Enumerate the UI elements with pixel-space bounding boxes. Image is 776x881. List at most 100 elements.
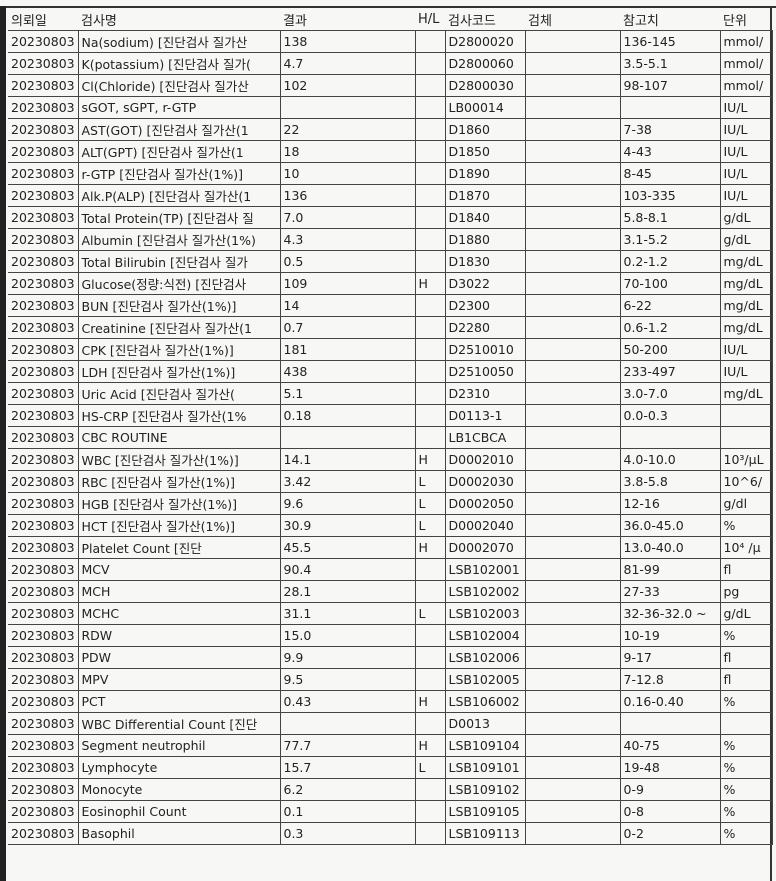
cell-unit: IU/L xyxy=(719,140,773,163)
table-row: 20230803 HGB [진단검사 질가산(1%)] 9.6 L D0002050 12… xyxy=(8,492,773,515)
cell-result: 138 xyxy=(279,30,416,53)
cell-date: 20230803 xyxy=(8,162,79,185)
table-row: 20230803 BUN [진단검사 질가산(1%)] 14 D2300 6-22 mg/… xyxy=(8,294,773,317)
table-row: 20230803 MPV 9.5 LSB102005 7-12.8 fl xyxy=(8,668,773,691)
cell-specimen xyxy=(524,690,621,713)
cell-date: 20230803 xyxy=(8,800,79,823)
table-row: 20230803 Albumin [진단검사 질가산(1%) 4.3 D1880 3.1… xyxy=(8,228,773,251)
cell-test-code: D1860 xyxy=(444,118,526,141)
cell-date: 20230803 xyxy=(8,558,79,581)
cell-date: 20230803 xyxy=(8,734,79,757)
cell-specimen xyxy=(524,470,621,493)
cell-test-name: MCV xyxy=(77,558,281,581)
cell-specimen xyxy=(524,30,621,53)
cell-result: 9.9 xyxy=(279,646,416,669)
cell-date: 20230803 xyxy=(8,74,79,97)
cell-reference-range: 50-200 xyxy=(619,338,721,361)
cell-test-code: D1850 xyxy=(444,140,526,163)
table-row: 20230803 Total Bilirubin [진단검사 질가 0.5 D1830… xyxy=(8,250,773,273)
cell-test-name: Glucose(정량:식전) [진단검사 xyxy=(77,272,281,295)
cell-result: 0.3 xyxy=(279,822,416,845)
cell-specimen xyxy=(524,206,621,229)
cell-result: 31.1 xyxy=(279,602,416,625)
cell-result: 9.5 xyxy=(279,668,416,691)
cell-test-name: WBC Differential Count [진단 xyxy=(77,712,281,735)
cell-specimen xyxy=(524,360,621,383)
cell-result: 14 xyxy=(279,294,416,317)
table-row: 20230803 HS-CRP [진단검사 질가산(1% 0.18 D0113-1 0.… xyxy=(8,404,773,427)
header-reference-range: 참고치 xyxy=(623,13,659,29)
cell-test-code: D2280 xyxy=(444,316,526,339)
cell-hl-flag xyxy=(414,140,446,163)
cell-reference-range: 32-36-32.0 ~ xyxy=(619,602,721,625)
cell-reference-range: 3.5-5.1 xyxy=(619,52,721,75)
table-row: 20230803 Alk.P(ALP) [진단검사 질가산(1 136 D1870 10… xyxy=(8,184,773,207)
cell-date: 20230803 xyxy=(8,294,79,317)
cell-result: 22 xyxy=(279,118,416,141)
cell-reference-range: 13.0-40.0 xyxy=(619,536,721,559)
header-test-code: 검사코드 xyxy=(448,13,496,29)
cell-specimen xyxy=(524,316,621,339)
cell-reference-range: 7-12.8 xyxy=(619,668,721,691)
cell-test-name: MPV xyxy=(77,668,281,691)
cell-test-name: ALT(GPT) [진단검사 질가산(1 xyxy=(77,140,281,163)
cell-specimen xyxy=(524,602,621,625)
cell-unit: IU/L xyxy=(719,96,773,119)
cell-unit: fl xyxy=(719,646,773,669)
cell-specimen xyxy=(524,96,621,119)
cell-unit: IU/L xyxy=(719,184,773,207)
cell-date: 20230803 xyxy=(8,712,79,735)
cell-unit: IU/L xyxy=(719,360,773,383)
cell-test-name: Segment neutrophil xyxy=(77,734,281,757)
cell-test-name: RDW xyxy=(77,624,281,647)
cell-unit: % xyxy=(719,734,773,757)
cell-unit: mg/dL xyxy=(719,294,773,317)
cell-specimen xyxy=(524,294,621,317)
cell-date: 20230803 xyxy=(8,690,79,713)
cell-test-code: LSB106002 xyxy=(444,690,526,713)
cell-result: 109 xyxy=(279,272,416,295)
cell-hl-flag xyxy=(414,404,446,427)
cell-date: 20230803 xyxy=(8,624,79,647)
table-row: 20230803 Eosinophil Count 0.1 LSB109105 0-8% xyxy=(8,800,773,823)
cell-reference-range: 27-33 xyxy=(619,580,721,603)
cell-hl-flag: H xyxy=(414,690,446,713)
cell-date: 20230803 xyxy=(8,184,79,207)
cell-unit: IU/L xyxy=(719,162,773,185)
cell-reference-range: 0-9 xyxy=(619,778,721,801)
cell-specimen xyxy=(524,558,621,581)
cell-test-name: Lymphocyte xyxy=(77,756,281,779)
cell-date: 20230803 xyxy=(8,52,79,75)
cell-test-name: PCT xyxy=(77,690,281,713)
cell-hl-flag xyxy=(414,96,446,119)
cell-hl-flag xyxy=(414,624,446,647)
cell-reference-range xyxy=(619,96,721,119)
header-test-name: 검사명 xyxy=(81,13,117,29)
cell-date: 20230803 xyxy=(8,272,79,295)
cell-hl-flag: H xyxy=(414,734,446,757)
cell-unit: g/dL xyxy=(719,228,773,251)
cell-unit: 10^6/ xyxy=(719,470,773,493)
cell-test-name: Alk.P(ALP) [진단검사 질가산(1 xyxy=(77,184,281,207)
cell-specimen xyxy=(524,646,621,669)
cell-specimen xyxy=(524,778,621,801)
cell-reference-range: 9-17 xyxy=(619,646,721,669)
table-row: 20230803 MCH 28.1 LSB102002 27-33 pg xyxy=(8,580,773,603)
cell-hl-flag xyxy=(414,778,446,801)
cell-test-name: r-GTP [진단검사 질가산(1%)] xyxy=(77,162,281,185)
table-row: 20230803 RDW 15.0 LSB102004 10-19% xyxy=(8,624,773,647)
cell-specimen xyxy=(524,184,621,207)
cell-test-code: D0002050 xyxy=(444,492,526,515)
cell-hl-flag: H xyxy=(414,272,446,295)
cell-test-name: AST(GOT) [진단검사 질가산(1 xyxy=(77,118,281,141)
cell-date: 20230803 xyxy=(8,536,79,559)
cell-unit: mg/dL xyxy=(719,382,773,405)
cell-reference-range: 0.6-1.2 xyxy=(619,316,721,339)
table-row: 20230803 sGOT, sGPT, r-GTP LB00014 IU/L xyxy=(8,96,773,119)
cell-specimen xyxy=(524,52,621,75)
cell-result: 7.0 xyxy=(279,206,416,229)
cell-unit: g/dL xyxy=(719,206,773,229)
cell-reference-range: 0-8 xyxy=(619,800,721,823)
cell-test-code: D2510050 xyxy=(444,360,526,383)
cell-date: 20230803 xyxy=(8,96,79,119)
